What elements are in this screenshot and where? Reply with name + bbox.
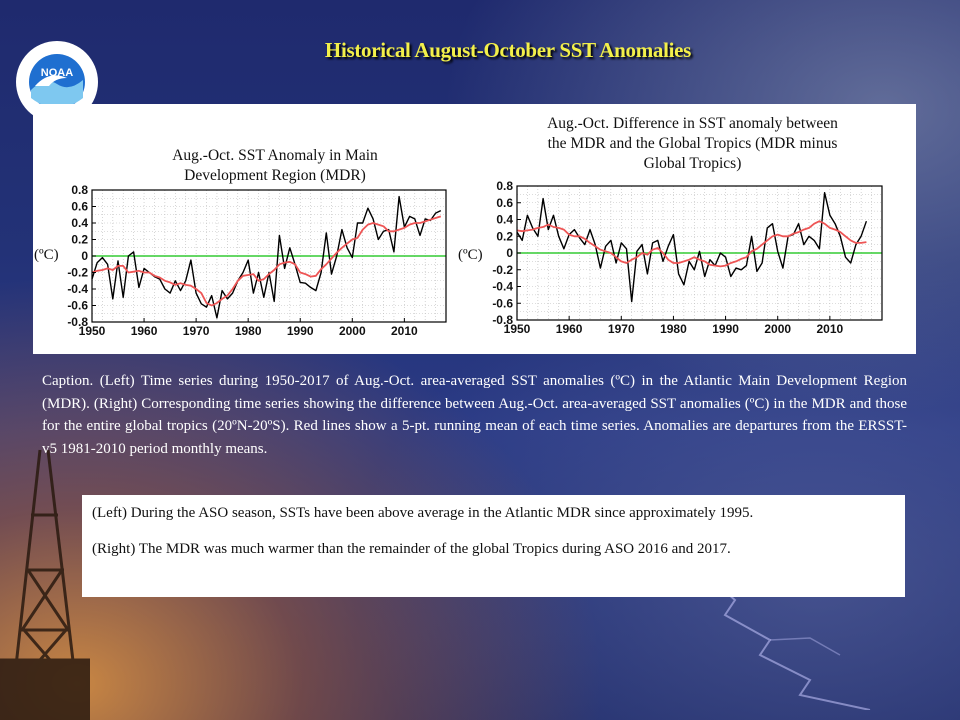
left-running-mean-line xyxy=(91,215,442,307)
left-chart-title-line-2: Development Region (MDR) xyxy=(184,167,366,184)
right-ytick-label: 0.8 xyxy=(496,179,513,193)
left-xtick-label: 1950 xyxy=(79,324,106,338)
right-annual-series-line xyxy=(516,191,868,303)
left-ytick-label: -0.6 xyxy=(67,299,88,313)
left-xtick-label: 1960 xyxy=(131,324,158,338)
summary-left: (Left) During the ASO season, SSTs have … xyxy=(92,505,754,521)
right-chart-title-line-3: Global Tropics) xyxy=(643,155,742,172)
right-ytick-label: -0.4 xyxy=(492,280,513,294)
right-xtick-label: 1970 xyxy=(608,322,635,336)
right-chart-title-line-1: Aug.-Oct. Difference in SST anomaly betw… xyxy=(547,115,838,132)
left-ytick-label: -0.4 xyxy=(67,282,88,296)
right-xtick-label: 2010 xyxy=(817,322,844,336)
right-xtick-label: 1980 xyxy=(660,322,687,336)
left-ytick-label: 0.2 xyxy=(71,233,88,247)
left-ytick-label: 0.6 xyxy=(71,200,88,214)
left-chart-title: Aug.-Oct. SST Anomaly in Main Developmen… xyxy=(125,146,425,186)
svg-text:NOAA: NOAA xyxy=(41,67,73,79)
left-chart-ylabel: (ºC) xyxy=(34,247,59,263)
left-xtick-label: 1980 xyxy=(235,324,262,338)
left-ytick-label: -0.2 xyxy=(67,266,88,280)
left-chart-title-line-1: Aug.-Oct. SST Anomaly in Main xyxy=(172,147,378,164)
summary-box: (Left) During the ASO season, SSTs have … xyxy=(82,495,905,597)
oil-derrick-silhouette xyxy=(0,449,90,720)
lightning-bolt-decoration xyxy=(699,569,871,710)
right-ytick-label: 0.4 xyxy=(496,213,513,227)
slide-title: Historical August-October SST Anomalies xyxy=(324,38,692,62)
right-ytick-label: -0.2 xyxy=(492,263,513,277)
right-chart-title: Aug.-Oct. Difference in SST anomaly betw… xyxy=(505,114,880,174)
right-ytick-label: 0.2 xyxy=(496,229,513,243)
left-xtick-label: 2000 xyxy=(339,324,366,338)
right-xtick-label: 2000 xyxy=(764,322,791,336)
left-xtick-label: 1970 xyxy=(183,324,210,338)
right-xtick-label: 1950 xyxy=(504,322,531,336)
figure-caption: Caption. (Left) Time series during 1950-… xyxy=(42,373,907,457)
left-ytick-label: 0.4 xyxy=(71,216,88,230)
left-ytick-label: 0 xyxy=(81,249,88,263)
charts-panel xyxy=(33,104,916,354)
right-ytick-label: -0.8 xyxy=(492,313,513,327)
summary-right: (Right) The MDR was much warmer than the… xyxy=(92,541,731,557)
left-xtick-label: 1990 xyxy=(287,324,314,338)
right-ytick-label: 0.6 xyxy=(496,196,513,210)
right-chart-title-line-2: the MDR and the Global Tropics (MDR minu… xyxy=(547,135,838,152)
right-ytick-label: 0 xyxy=(506,246,513,260)
right-xtick-label: 1990 xyxy=(712,322,739,336)
noaa-logo: NOAA xyxy=(16,41,98,123)
right-chart-ylabel: (ºC) xyxy=(458,247,483,263)
right-xtick-label: 1960 xyxy=(556,322,583,336)
left-ytick-label: 0.8 xyxy=(71,183,88,197)
left-xtick-label: 2010 xyxy=(391,324,418,338)
right-ytick-label: -0.6 xyxy=(492,296,513,310)
left-ytick-label: -0.8 xyxy=(67,315,88,329)
right-running-mean-line xyxy=(516,220,867,268)
